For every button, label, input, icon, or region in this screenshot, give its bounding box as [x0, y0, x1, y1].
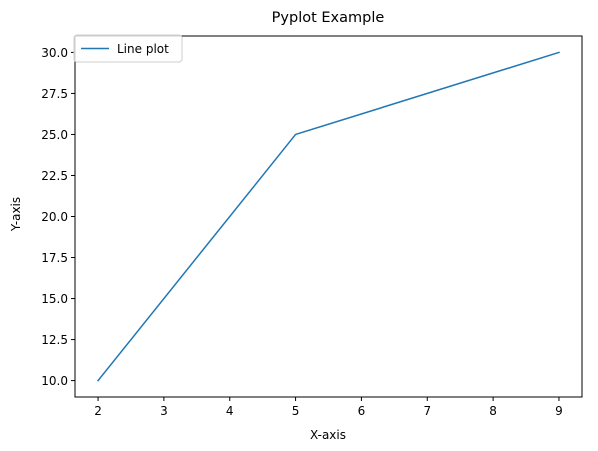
- x-axis-label: X-axis: [310, 428, 346, 442]
- x-tick-label: 7: [423, 404, 431, 418]
- y-axis-label: Y-axis: [9, 197, 23, 232]
- legend-box: [73, 34, 183, 63]
- x-tick-label: 9: [555, 404, 563, 418]
- y-tick-label: 30.0: [41, 46, 68, 60]
- legend: Line plot: [73, 34, 183, 63]
- y-tick-label: 27.5: [41, 87, 68, 101]
- y-tick-label: 10.0: [41, 374, 68, 388]
- x-tick-label: 5: [292, 404, 300, 418]
- y-tick-label: 12.5: [41, 333, 68, 347]
- chart-title: Pyplot Example: [272, 10, 385, 26]
- y-tick-label: 20.0: [41, 210, 68, 224]
- plot-area-frame: [74, 35, 583, 398]
- y-tick-label: 22.5: [41, 169, 68, 183]
- legend-label: Line plot: [117, 42, 169, 56]
- x-tick-label: 2: [94, 404, 102, 418]
- y-axis-ticks: 10.0 12.5 15.0 17.5 20.0 22.5 25.0 27.5 30.0: [41, 46, 75, 388]
- y-tick-label: 17.5: [41, 251, 68, 265]
- y-tick-label: 15.0: [41, 292, 68, 306]
- series-layer: [96, 51, 560, 382]
- x-tick-label: 6: [358, 404, 366, 418]
- series-line: [96, 51, 560, 382]
- x-tick-label: 3: [160, 404, 168, 418]
- y-tick-label: 25.0: [41, 128, 68, 142]
- x-tick-label: 8: [489, 404, 497, 418]
- x-tick-label: 4: [226, 404, 234, 418]
- x-axis-ticks: 2 3 4 5 6 7 8 9: [94, 397, 563, 418]
